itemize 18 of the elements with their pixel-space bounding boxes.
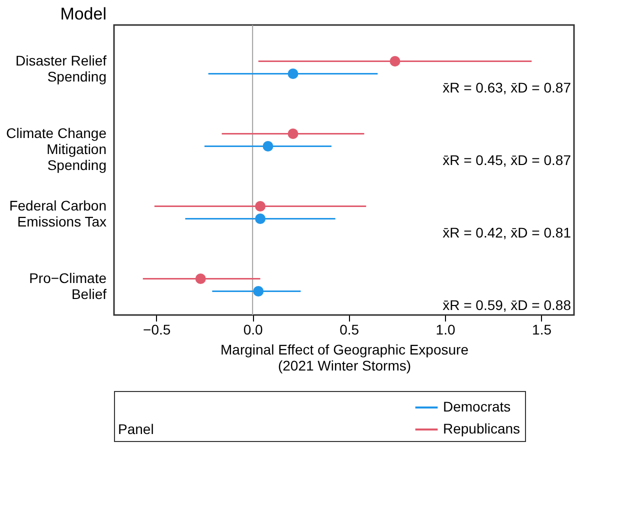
x-tick-label: 1.0 [436,322,456,338]
y-tick-label: Pro−Climate Belief [29,270,107,302]
annotation: x̄R = 0.63, x̄D = 0.87 [442,80,572,96]
legend-label: Democrats [443,398,511,414]
legend-title: Panel [118,421,154,437]
annotation: x̄R = 0.59, x̄D = 0.88 [442,297,572,313]
y-tick-label: Disaster Relief Spending [15,52,107,84]
x-tick-label: 0.5 [340,322,360,338]
y-tick-label: Climate Change Mitigation Spending [6,124,107,173]
x-tick-label: 0.0 [243,322,264,338]
x-tick-label: −0.5 [143,322,171,338]
y-tick-label: Federal Carbon Emissions Tax [9,197,106,230]
x-axis-title: Marginal Effect of Geographic Exposure (2021 Winter Storms) [220,342,469,374]
y-axis-title: Model [60,4,106,24]
annotation: x̄R = 0.45, x̄D = 0.87 [442,152,572,168]
legend-label: Republicans [443,420,520,436]
annotation: x̄R = 0.42, x̄D = 0.81 [442,224,572,240]
x-tick-label: 1.5 [532,322,552,338]
